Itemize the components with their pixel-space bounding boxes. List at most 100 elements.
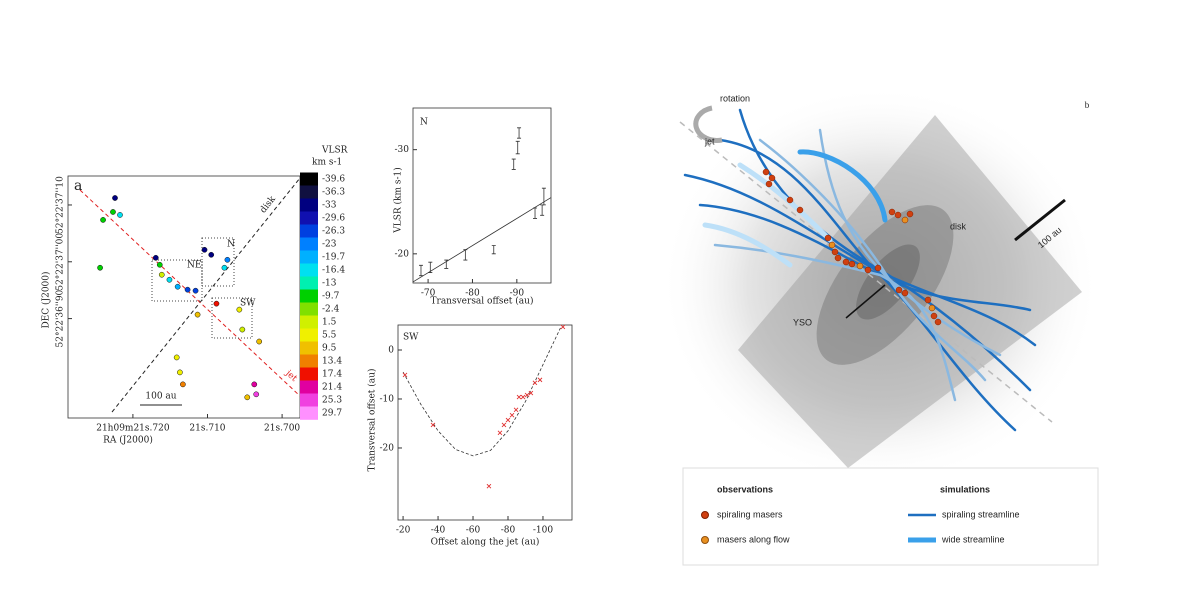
maser-dot: [762, 168, 770, 176]
colorbar-label: -2.4: [322, 305, 340, 315]
maser-dot: [894, 211, 902, 219]
cross-point: [524, 392, 530, 398]
colorbar-label: 5.5: [322, 331, 337, 341]
rotation-arrow: [693, 105, 723, 143]
colorbar-label: -29.6: [322, 214, 345, 224]
error-bar: [540, 204, 545, 216]
maser-point: [236, 306, 243, 313]
maser-dot: [928, 304, 936, 312]
maser-dot: [901, 216, 909, 224]
error-bar: [444, 259, 449, 269]
maser-point: [174, 283, 181, 290]
colorbar-label: 21.4: [322, 383, 342, 393]
box-label: N: [227, 240, 235, 250]
x-axis-label: RA (J2000): [103, 435, 153, 446]
maser-dot: [824, 234, 832, 242]
legend-entry: spiraling masers: [717, 509, 783, 519]
jet-axis: [679, 121, 1053, 423]
error-bar: [511, 158, 516, 170]
x-tick-label: -20: [396, 526, 411, 536]
maser-dot: [874, 264, 882, 272]
maser-dot: [842, 258, 850, 266]
x-tick-label: 21s.710: [189, 424, 225, 434]
maser-point: [173, 354, 180, 361]
y-tick-label: -10: [380, 394, 395, 404]
box-sw: [211, 297, 253, 339]
colorbar-cell: [300, 224, 318, 238]
scale-bar: [1014, 198, 1066, 242]
colorbar-cell: [300, 406, 318, 420]
maser-point: [166, 276, 173, 283]
y-axis-label: VLSR (km s-1): [393, 167, 404, 234]
colorbar-cell: [300, 172, 318, 186]
colorbar-unit: km s-1: [312, 158, 342, 168]
error-bar: [533, 207, 538, 219]
colorbar-cell: [300, 237, 318, 251]
maser-point: [208, 251, 215, 258]
legend-entry: masers along flow: [717, 534, 790, 544]
streamline: [758, 138, 987, 382]
colorbar-label: -26.3: [322, 227, 345, 237]
maser-point: [221, 264, 228, 271]
streamline: [713, 243, 957, 402]
error-bar: [491, 245, 496, 255]
maser-dot: [924, 296, 932, 304]
yso-label: YSO: [793, 317, 812, 327]
disk-label: disk: [950, 221, 967, 231]
wide-streamline: [737, 162, 833, 243]
maser-point: [184, 286, 191, 293]
colorbar-cell: [300, 354, 318, 368]
colorbar-label: -19.7: [322, 253, 345, 263]
y-tick-label: 0: [388, 345, 394, 355]
colorbar-cell: [300, 315, 318, 329]
colorbar-label: -23: [322, 240, 337, 250]
maser-point: [213, 300, 220, 307]
cross-point: [532, 380, 538, 386]
maser-dot: [786, 196, 794, 204]
maser-dot: [906, 210, 914, 218]
x-tick-label: -80: [465, 289, 480, 299]
colorbar-label: 25.3: [322, 396, 342, 406]
colorbar-title: VLSR: [321, 146, 348, 156]
maser-dot: [828, 241, 836, 249]
maser-point: [251, 381, 258, 388]
y-axis-label: Transversal offset (au): [367, 369, 378, 472]
colorbar-cell: [300, 341, 318, 355]
masers: [762, 168, 942, 326]
y-tick-label: 52°22'36''90: [56, 289, 66, 347]
colorbar-cell: [300, 211, 318, 225]
maser-dot: [864, 266, 872, 274]
colorbar-cell: [300, 380, 318, 394]
maser-dot: [765, 180, 773, 188]
panel-title: SW: [403, 333, 419, 343]
cross-point: [516, 394, 522, 400]
legend-entry: wide streamline: [941, 534, 1005, 544]
colorbar-label: -16.4: [322, 266, 345, 276]
cross-point: [520, 394, 526, 400]
colorbar-label: 17.4: [322, 370, 342, 380]
frame-sw: [397, 324, 573, 521]
cross-point: [513, 407, 519, 413]
streamline: [683, 173, 1037, 347]
maser-point: [253, 391, 260, 398]
colorbar-label: 13.4: [322, 357, 342, 367]
colorbar-label: -13: [322, 279, 337, 289]
x-tick-label: 21h09m21s.720: [96, 424, 170, 434]
maser-point: [192, 287, 199, 294]
cross-point: [486, 483, 492, 489]
x-axis-label: Offset along the jet (au): [431, 537, 540, 548]
x-tick-label: -80: [501, 526, 516, 536]
colorbar-label: 29.7: [322, 409, 342, 419]
maser-point: [239, 326, 246, 333]
maser-point: [180, 381, 186, 388]
cross-point: [402, 372, 408, 378]
y-tick-label: 52°22'37''10: [56, 176, 66, 234]
disk-line: [111, 177, 301, 413]
colorbar-label: -33: [322, 201, 337, 211]
colorbar-cell: [300, 276, 318, 290]
x-tick-label: -90: [510, 289, 525, 299]
error-bar: [428, 261, 433, 273]
box-ne: [151, 259, 203, 302]
maser-point: [100, 217, 106, 223]
